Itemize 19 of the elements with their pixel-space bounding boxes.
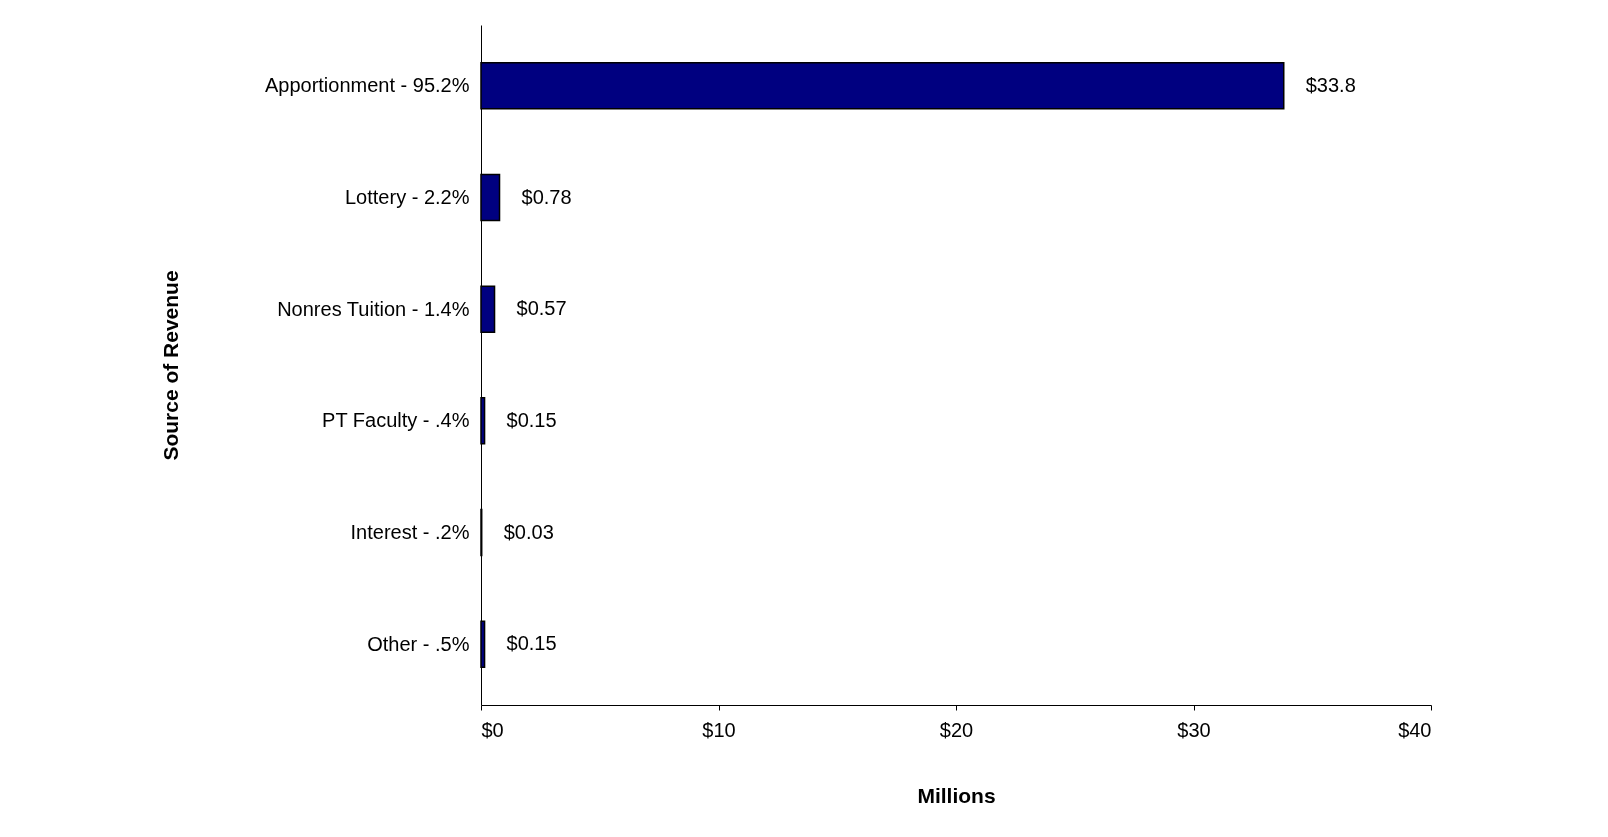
x-tick-label: $40 xyxy=(1398,718,1432,741)
y-tick-label: PT Faculty - .4% xyxy=(322,409,470,432)
x-tick-label: $30 xyxy=(1177,718,1211,741)
y-tick-label: Other - .5% xyxy=(367,632,470,655)
x-tick-label: $0 xyxy=(481,718,504,741)
x-axis-title: Millions xyxy=(917,783,996,807)
data-label: $0.03 xyxy=(503,520,554,543)
data-label: $0.15 xyxy=(506,632,557,655)
y-tick-label: Apportionment - 95.2% xyxy=(264,74,470,97)
y-axis-title: Source of Revenue xyxy=(158,270,182,461)
y-tick-label: Lottery - 2.2% xyxy=(344,186,470,208)
data-label: $0.57 xyxy=(516,297,567,320)
x-tick-label: $10 xyxy=(702,718,736,741)
x-tick-label: $20 xyxy=(939,718,974,741)
data-label: $33.8 xyxy=(1305,73,1356,96)
data-label: $0.15 xyxy=(506,408,557,431)
data-label: $0.78 xyxy=(521,185,572,208)
y-tick-label: Interest - .2% xyxy=(350,521,470,543)
y-tick-label: Nonres Tuition - 1.4% xyxy=(277,297,470,320)
